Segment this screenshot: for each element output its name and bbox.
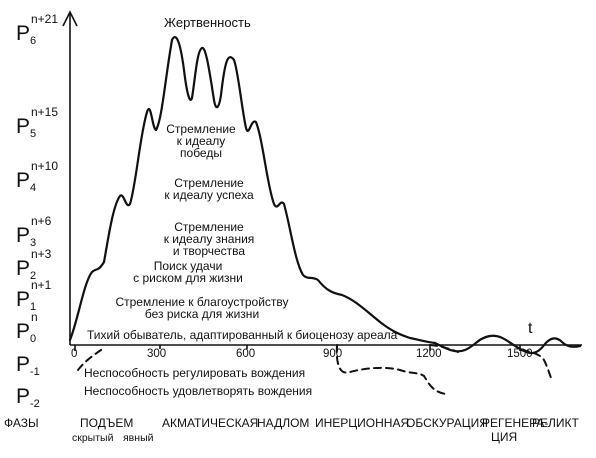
decline-dash-relict — [521, 349, 553, 381]
level-subscript: -2 — [30, 398, 40, 410]
label-philistine: Тихий обыватель, адаптированный к биоцен… — [87, 328, 398, 342]
level-subscript: 0 — [30, 333, 36, 345]
phase-rise-explicit: явный — [123, 432, 154, 444]
level-superscript: n+3 — [31, 247, 52, 261]
phase-regeneration-1: РЕГЕНЕРА- — [482, 416, 548, 430]
level-superscript: n+15 — [31, 105, 58, 119]
svg-text:к идеалу знания: к идеалу знания — [164, 232, 255, 246]
level-label-p4: P 4 n+10 — [16, 159, 58, 194]
level-subscript: 5 — [30, 128, 36, 140]
level-base: P — [16, 385, 30, 408]
level-label-p3: P 3 n+6 — [16, 214, 52, 249]
tick-label: 600 — [236, 348, 255, 360]
phase-rise-hidden: скрытый — [72, 432, 114, 444]
tick-labels: 0 300 600 900 1200 1500 — [71, 348, 533, 360]
level-superscript: n+6 — [31, 214, 52, 228]
phase-inertial: ИНЕРЦИОННАЯ — [315, 416, 409, 430]
phase-rise: ПОДЪЕМ — [80, 416, 133, 430]
level-superscript: n+1 — [31, 278, 52, 292]
level-base: P — [16, 353, 30, 376]
passionarity-curve — [68, 35, 437, 345]
level-label-p0: P 0 n — [16, 310, 38, 345]
label-comfort: Стремление к благоустройству без риска д… — [115, 295, 288, 321]
level-label-p5: P 5 n+15 — [16, 105, 58, 140]
decline-dash-inertial — [335, 344, 447, 395]
tick-label: 1500 — [507, 348, 533, 360]
level-superscript: n — [31, 310, 38, 324]
svg-text:и творчества: и творчества — [173, 244, 246, 258]
svg-text:Стремление: Стремление — [174, 220, 244, 234]
level-subscript: 3 — [30, 237, 36, 249]
level-subscript: 1 — [30, 301, 36, 313]
svg-text:победы: победы — [180, 146, 222, 160]
level-base: P — [16, 224, 30, 247]
label-luck: Поиск удачи с риском для жизни — [133, 259, 243, 285]
level-subscript: 2 — [30, 270, 36, 282]
y-axis-arrow — [62, 10, 78, 27]
level-label-p2: P 2 n+3 — [16, 247, 52, 282]
label-unable-regulate: Неспособность регулировать вождения — [84, 366, 305, 380]
svg-text:с риском для жизни: с риском для жизни — [133, 271, 243, 285]
level-superscript: n+10 — [31, 159, 58, 173]
level-base: P — [16, 320, 30, 343]
level-base: P — [16, 22, 30, 45]
level-subscript: 6 — [30, 35, 36, 47]
phase-obscuration: ОБСКУРАЦИЯ — [406, 416, 488, 430]
level-label-p1: P 1 n+1 — [16, 278, 52, 313]
label-unable-satisfy: Неспособность удовлетворять вождения — [84, 384, 312, 398]
svg-text:Стремление: Стремление — [174, 176, 244, 190]
level-subscript: -1 — [30, 366, 40, 378]
tick-label: 0 — [71, 348, 77, 360]
label-knowledge: Стремление к идеалу знания и творчества — [164, 220, 255, 258]
level-subscript: 4 — [30, 182, 36, 194]
phases-title: ФАЗЫ — [4, 416, 39, 430]
svg-text:к идеалу успеха: к идеалу успеха — [164, 188, 254, 202]
level-base: P — [16, 115, 30, 138]
phase-relict: РЕЛИКТ — [532, 416, 579, 430]
svg-text:к идеалу: к идеалу — [177, 134, 226, 148]
level-base: P — [16, 257, 30, 280]
level-base: P — [16, 169, 30, 192]
decline-dash-regeneration — [429, 344, 459, 353]
svg-text:Стремление: Стремление — [166, 122, 236, 136]
time-axis-label: t — [528, 320, 533, 337]
level-labels: P 6n+21P 5n+15P 4n+10P 3n+6P 2n+3P 1n+1P 0nP -1P… — [16, 12, 58, 410]
tick-label: 1200 — [416, 348, 442, 360]
tick-label: 900 — [323, 348, 342, 360]
phase-regeneration-2: ЦИЯ — [491, 430, 517, 444]
level-base: P — [16, 288, 30, 311]
svg-text:без риска для жизни: без риска для жизни — [145, 307, 259, 321]
label-sacrifice: Жертвенность — [164, 15, 251, 30]
decline-dash-start — [77, 347, 105, 371]
label-success: Стремление к идеалу успеха — [164, 176, 254, 202]
svg-text:Поиск удачи: Поиск удачи — [154, 259, 223, 273]
level-label-p-1: P -1 — [16, 353, 40, 378]
svg-text:Стремление к благоустройству: Стремление к благоустройству — [115, 295, 288, 309]
level-label-p-2: P -2 — [16, 385, 40, 410]
phases-row: ФАЗЫ ПОДЪЕМ скрытый явный АКМАТИЧЕСКАЯ Н… — [4, 416, 579, 444]
phase-break: НАДЛОМ — [257, 416, 309, 430]
tick-label: 300 — [147, 348, 166, 360]
level-superscript: n+21 — [31, 12, 58, 26]
level-label-p6: P 6 n+21 — [16, 12, 58, 47]
phase-acmatic: АКМАТИЧЕСКАЯ — [162, 416, 258, 430]
label-victory: Стремление к идеалу победы — [166, 122, 236, 160]
